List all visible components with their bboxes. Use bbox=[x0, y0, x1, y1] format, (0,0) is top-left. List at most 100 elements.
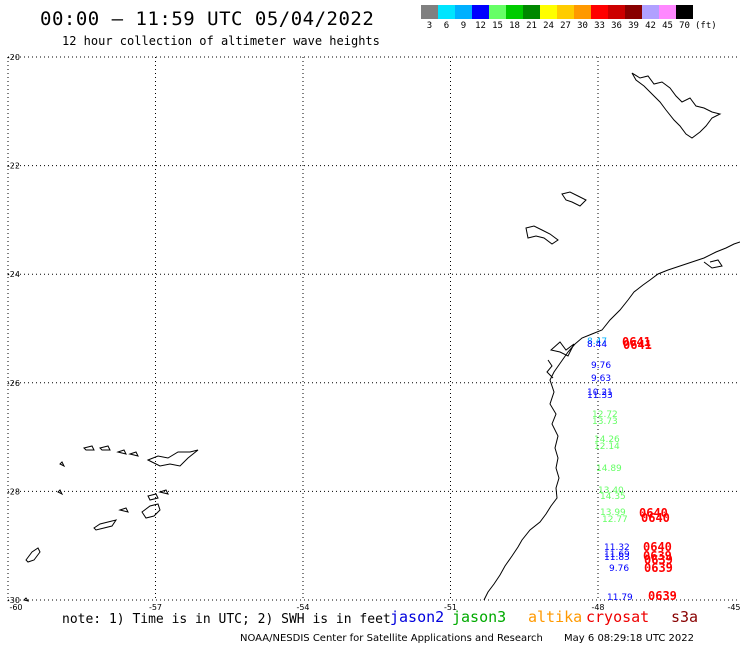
satellite-cryosat: cryosat bbox=[586, 608, 650, 626]
island-outline bbox=[59, 461, 66, 468]
wave-height-label: 12.14 bbox=[594, 442, 620, 452]
colorbar-swatch bbox=[642, 5, 659, 19]
credit-line: NOAA/NESDIS Center for Satellite Applica… bbox=[240, 633, 694, 644]
colorbar-label: 18 bbox=[509, 21, 520, 31]
colorbar-label: 36 bbox=[611, 21, 622, 31]
reservoir-outline bbox=[525, 225, 559, 245]
colorbar-swatch bbox=[625, 5, 642, 19]
wave-height-label: 11.83 bbox=[604, 553, 630, 563]
lon-tick-label: -57 bbox=[149, 603, 162, 612]
page-title: 00:00 – 11:59 UTC 05/04/2022 bbox=[40, 8, 375, 30]
lat-tick-label: -26 bbox=[7, 379, 20, 388]
colorbar-label: 21 bbox=[526, 21, 537, 31]
island-outline bbox=[118, 507, 129, 513]
colorbar-swatch bbox=[472, 5, 489, 19]
credit-text: NOAA/NESDIS Center for Satellite Applica… bbox=[240, 633, 543, 644]
colorbar-swatch bbox=[438, 5, 455, 19]
satellite-s3a: s3a bbox=[671, 608, 699, 626]
lon-tick-label: -45 bbox=[727, 603, 740, 612]
colorbar-swatch bbox=[506, 5, 523, 19]
coastline-path bbox=[483, 241, 740, 601]
lagoon-outline bbox=[549, 341, 575, 357]
pass-time-label: 0639 bbox=[644, 553, 673, 567]
colorbar-label: 3 bbox=[426, 21, 433, 31]
wave-height-label: 8.44 bbox=[587, 340, 607, 350]
colorbar-swatch bbox=[608, 5, 625, 19]
pass-time-label: 0640 bbox=[639, 506, 668, 520]
lat-tick-label: -22 bbox=[7, 162, 20, 171]
satellite-jason3: jason3 bbox=[452, 608, 507, 626]
colorbar-swatch bbox=[489, 5, 506, 19]
satellite-altika: altika bbox=[528, 608, 583, 626]
lon-tick-label: -54 bbox=[296, 603, 309, 612]
colorbar-label: 24 bbox=[543, 21, 554, 31]
wave-height-label: 9.76 bbox=[609, 564, 629, 574]
note-text: note: 1) Time is in UTC; 2) SWH is in fe… bbox=[62, 612, 391, 627]
wave-height-label: 12.72 bbox=[592, 410, 618, 420]
lat-tick-label: -20 bbox=[7, 53, 20, 62]
colorbar-label: 30 bbox=[577, 21, 588, 31]
reservoir-outline bbox=[561, 191, 587, 207]
island-outline bbox=[141, 503, 161, 519]
pass-time-label: 0639 bbox=[648, 589, 677, 603]
island-outline bbox=[23, 597, 30, 602]
pass-time-label: 0641 bbox=[622, 335, 651, 349]
wave-height-label: 12.77 bbox=[602, 515, 628, 525]
island-outline bbox=[116, 449, 127, 455]
colorbar-swatch bbox=[659, 5, 676, 19]
wave-height-label: 14.26 bbox=[594, 435, 620, 445]
colorbar-label: 27 bbox=[560, 21, 571, 31]
island-outline bbox=[146, 449, 199, 467]
pass-time-label: 0641 bbox=[623, 338, 652, 352]
colorbar bbox=[421, 5, 693, 19]
wave-height-label: 8.47 bbox=[587, 337, 607, 347]
island-outline bbox=[93, 519, 118, 531]
map-grid bbox=[7, 56, 740, 601]
wave-height-label: 13.73 bbox=[592, 417, 618, 427]
wave-height-label: 9.63 bbox=[591, 374, 611, 384]
colorbar-label: 9 bbox=[460, 21, 467, 31]
colorbar-label: 45 bbox=[662, 21, 673, 31]
pass-time-label: 0639 bbox=[644, 561, 673, 575]
lat-tick-label: -28 bbox=[7, 487, 20, 496]
colorbar-swatch bbox=[421, 5, 438, 19]
wave-height-label: 11.79 bbox=[607, 593, 633, 603]
island-outline bbox=[57, 489, 64, 496]
colorbar-label: 15 bbox=[492, 21, 503, 31]
colorbar-label: 12 bbox=[475, 21, 486, 31]
island-outline bbox=[83, 445, 95, 451]
colorbar-labels: 3 6 9 12 15 18 21 24 27 30 33 36 39 42 45 70 (ft) bbox=[421, 21, 717, 31]
island-outline bbox=[147, 493, 159, 501]
colorbar-unit: (ft) bbox=[695, 21, 717, 31]
coastline bbox=[23, 72, 740, 602]
lat-tick-label: -24 bbox=[7, 270, 20, 279]
page-subtitle: 12 hour collection of altimeter wave hei… bbox=[62, 34, 380, 48]
wave-height-label: 10.21 bbox=[587, 388, 613, 398]
colorbar-swatch bbox=[574, 5, 591, 19]
reservoir-outline bbox=[631, 72, 722, 139]
pass-time-label: 0640 bbox=[641, 511, 670, 525]
wave-height-label: 11.32 bbox=[604, 543, 630, 553]
wave-height-label: 14.89 bbox=[596, 464, 622, 474]
wave-height-label: 11.33 bbox=[587, 391, 613, 401]
colorbar-swatch bbox=[540, 5, 557, 19]
island-outline bbox=[128, 451, 139, 457]
lon-tick-label: -60 bbox=[9, 603, 22, 612]
lon-tick-label: -48 bbox=[591, 603, 604, 612]
island-outline bbox=[158, 489, 169, 495]
wave-height-label: 13.40 bbox=[598, 486, 624, 496]
colorbar-label: 39 bbox=[628, 21, 639, 31]
colorbar-label: 42 bbox=[645, 21, 656, 31]
colorbar-label: 33 bbox=[594, 21, 605, 31]
wave-height-label: 9.76 bbox=[591, 361, 611, 371]
lagoon-outline bbox=[546, 359, 554, 379]
colorbar-swatch bbox=[591, 5, 608, 19]
colorbar-swatch bbox=[676, 5, 693, 19]
wave-height-label: 13.99 bbox=[600, 508, 626, 518]
pass-time-label: 0639 bbox=[643, 549, 672, 563]
bay-outline bbox=[703, 259, 723, 269]
axis-tick-labels: -20 -22 -24 -26 -28 -30-60 -57 -54 -51 -48 -45 bbox=[7, 53, 740, 612]
colorbar-swatch bbox=[523, 5, 540, 19]
